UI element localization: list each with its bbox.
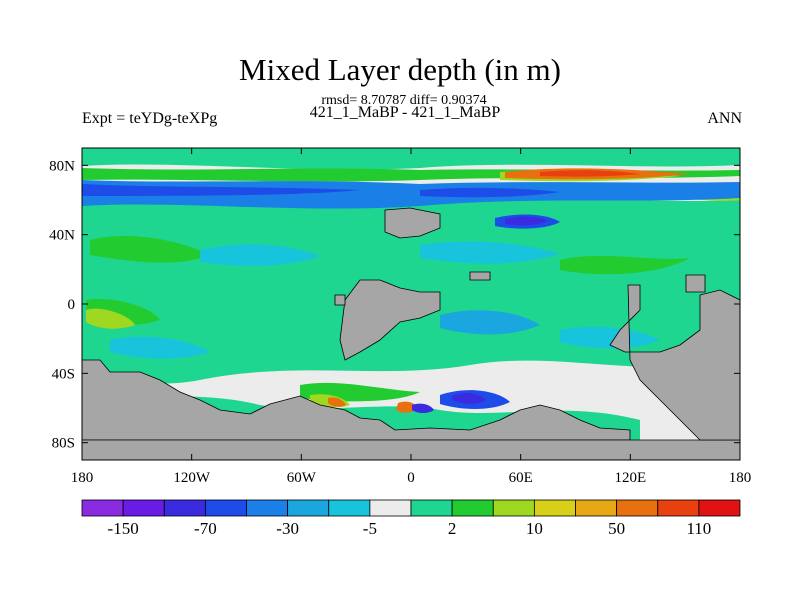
y-tick-label: 40S [52, 366, 75, 382]
colorbar-swatch [410, 499, 453, 517]
colorbar-swatch [533, 499, 576, 517]
colorbar-label: -150 [108, 519, 139, 538]
colorbar-swatch [657, 499, 700, 517]
experiment-label: Expt = teYDg-teXPg [82, 110, 218, 127]
y-tick-label: 80N [49, 158, 75, 174]
colorbar-label: 10 [526, 519, 543, 538]
colorbar-label: 110 [686, 519, 711, 538]
colorbar-swatch [328, 499, 371, 517]
field-blue [82, 180, 740, 435]
colorbar [81, 499, 741, 517]
colorbar-swatch [451, 499, 494, 517]
x-tick-label: 180 [729, 470, 752, 486]
y-tick-label: 80S [52, 436, 75, 452]
season-label: ANN [707, 110, 742, 127]
colorbar-swatch [369, 499, 412, 517]
colorbar-swatch [616, 499, 659, 517]
land-mask [82, 207, 740, 460]
x-tick-label: 120W [173, 470, 211, 486]
colorbar-label: 50 [608, 519, 625, 538]
x-tick-label: 120E [614, 470, 646, 486]
colorbar-swatch [246, 499, 289, 517]
colorbar-swatch [575, 499, 618, 517]
colorbar-swatch [492, 499, 535, 517]
x-tick-label: 60W [287, 470, 317, 486]
x-axis: 180 120W 60W 0 60E 120E 180 [71, 148, 752, 486]
y-tick-label: 40N [49, 228, 75, 244]
x-tick-label: 180 [71, 470, 94, 486]
chart-title: Mixed Layer depth (in m) [239, 52, 561, 87]
colorbar-labels: -150 -70 -30 -5 2 10 50 110 [108, 519, 712, 538]
x-tick-label: 0 [407, 470, 415, 486]
y-tick-label: 0 [68, 297, 76, 313]
subtitle-runs: 421_1_MaBP - 421_1_MaBP [309, 104, 501, 121]
colorbar-swatch [287, 499, 330, 517]
colorbar-swatch [81, 499, 124, 517]
colorbar-label: -70 [194, 519, 217, 538]
x-tick-label: 60E [509, 470, 533, 486]
colorbar-label: -30 [276, 519, 299, 538]
colorbar-swatch [122, 499, 165, 517]
colorbar-label: 2 [448, 519, 457, 538]
colorbar-swatch [698, 499, 741, 517]
colorbar-swatch [163, 499, 206, 517]
subtitle-stats: rmsd= 8.70787 diff= 0.90374 [321, 93, 487, 108]
colorbar-label: -5 [363, 519, 377, 538]
y-axis: 80N 40N 0 40S 80S [49, 158, 740, 452]
colorbar-swatch [204, 499, 247, 517]
